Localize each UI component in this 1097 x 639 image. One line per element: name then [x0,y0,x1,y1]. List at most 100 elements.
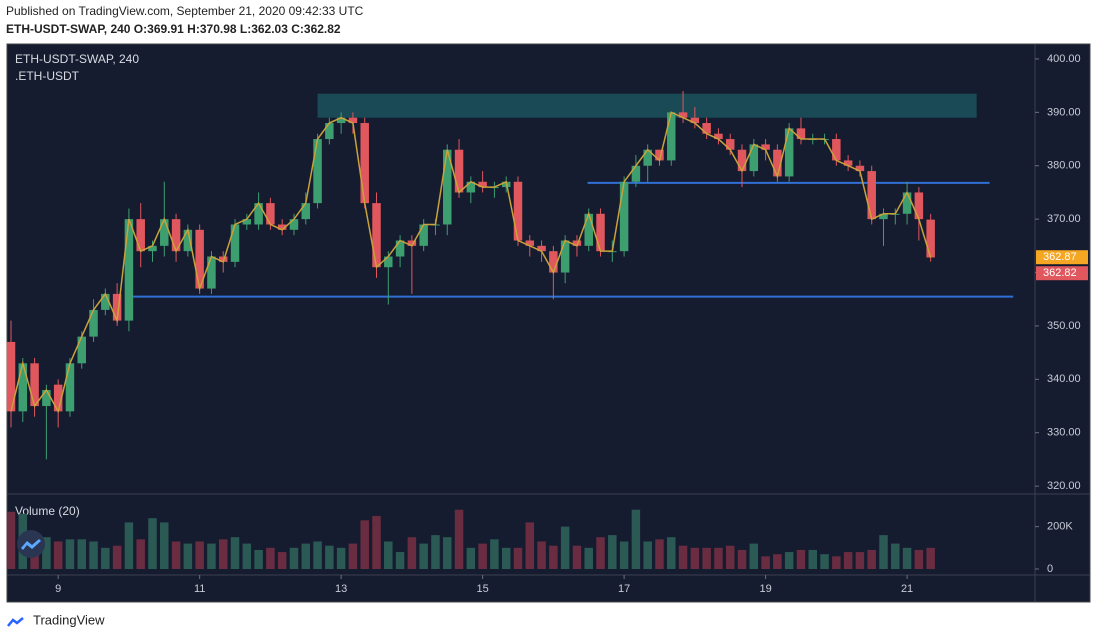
price-label: 362.87 [1043,251,1077,263]
volume-bar [454,509,464,569]
candle-body [124,219,134,321]
volume-bar [843,552,853,569]
candle-body [572,240,582,246]
candle-body [537,245,546,252]
candle-body [301,203,311,220]
volume-bar [148,518,157,569]
candle-body [443,149,452,225]
price-label-box [1036,266,1088,281]
volume-bar [926,547,935,569]
candle-body [384,256,393,268]
candle-body [360,123,369,204]
volume-bar [572,545,582,569]
candle-body [796,128,806,140]
y-tick-label: 370.00 [1047,213,1081,225]
volume-bar [631,509,641,569]
candle-body [454,149,464,193]
volume-bar [525,522,535,569]
volume-bar [395,552,405,569]
candle-body [855,165,865,172]
volume-bar [855,552,865,569]
y-tick-label: 350.00 [1047,320,1081,332]
candle-body [289,219,299,230]
candle-body [18,363,28,412]
volume-bar [501,547,511,569]
volume-bar [773,554,782,569]
candle-body [843,160,853,166]
candle-body [6,341,16,412]
x-tick-label: 19 [759,583,771,595]
candle-body [466,181,476,193]
candle-body [832,139,841,161]
footer-brand: TradingView [33,612,105,627]
volume-bar [42,537,51,569]
candle-body [136,219,145,252]
candle-body [372,203,381,268]
volume-bar [301,543,311,569]
candle-body [313,139,322,204]
symbol-line: ETH-USDT-SWAP, 240 O:369.91 H:370.98 L:3… [6,22,341,36]
candle-body [560,240,570,273]
close-line [10,111,932,414]
vol-tick-label: 0 [1047,563,1053,575]
candle-body [749,144,759,172]
candle-body [42,390,51,407]
published-line: Published on TradingView.com, September … [6,4,364,18]
candle-body [773,149,782,177]
candle-body [230,224,240,262]
price-label-box [1036,250,1088,265]
volume-bar [101,547,110,569]
candle-body [101,293,110,310]
volume-bar [160,522,169,569]
candle-body [926,219,935,258]
volume-bar [737,549,747,569]
candle-body [148,245,157,252]
candle-body [407,240,417,246]
candle-body [183,229,193,252]
candle-body [89,309,98,337]
candle-body [867,171,876,220]
volume-bar [431,535,440,569]
volume-bar [796,549,806,569]
volume-bar [914,549,924,569]
candle-body [690,117,700,124]
volume-bar [549,545,558,569]
candle-body [419,224,428,246]
price-label: 362.82 [1043,267,1077,279]
volume-bar [325,545,334,569]
candle-body [596,213,605,252]
resistance-zone [317,93,977,118]
candle-body [725,139,735,150]
volume-bar [6,511,16,569]
candle-body [30,363,39,407]
y-tick-label: 330.00 [1047,427,1081,439]
volume-bar [891,543,900,569]
volume-bar [218,539,228,569]
volume-bar [867,549,876,569]
volume-bar [678,545,688,569]
volume-bar [619,541,629,569]
volume-bar [419,543,428,569]
volume-bar [608,535,617,569]
candle-body [478,181,487,188]
volume-bar [372,516,381,569]
candle-body [784,128,794,177]
volume-bar [348,543,358,569]
volume-bar [384,541,393,569]
candle-body [53,384,63,412]
footer-logo [7,617,24,627]
volume-bar [667,537,676,569]
candle-body [879,213,888,220]
volume-bar [784,552,794,569]
candle-body [160,219,169,246]
y-tick-label: 320.00 [1047,480,1081,492]
candle-body [77,336,86,364]
volume-bar [513,547,523,569]
chart-background [6,43,1091,603]
volume-bar [560,526,570,569]
plot: 320.00330.00340.00350.00360.00370.00380.… [6,53,1088,595]
candle-body [678,112,688,118]
candle-body [761,144,770,150]
